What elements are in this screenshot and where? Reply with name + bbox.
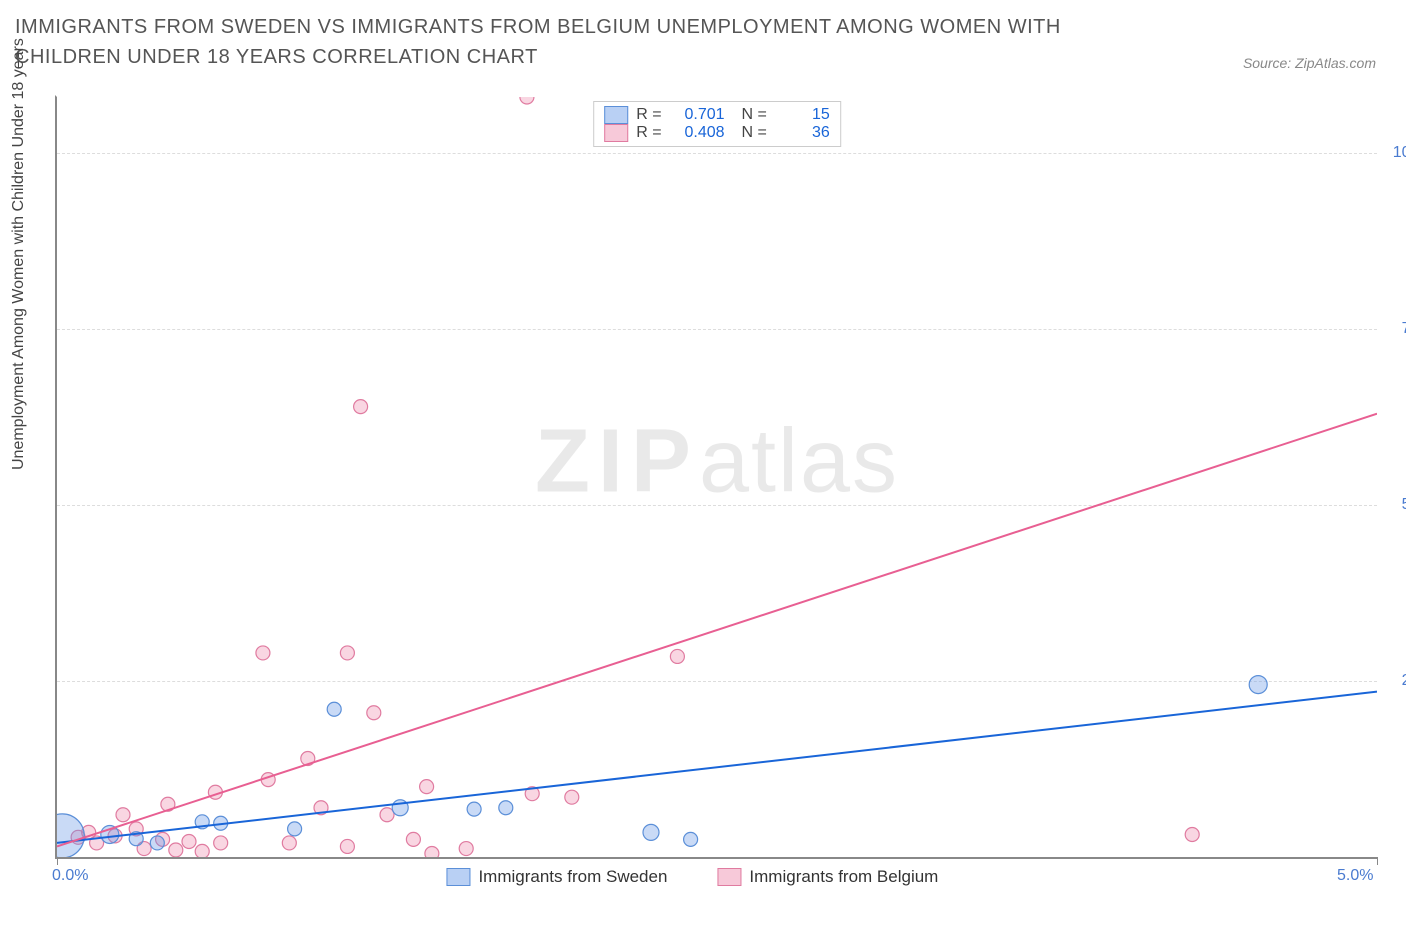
trend-line	[57, 692, 1377, 843]
legend-N-label: N =	[733, 124, 767, 142]
legend-swatch-belgium-icon	[717, 868, 741, 886]
data-point	[565, 790, 579, 804]
data-point	[1185, 827, 1199, 841]
correlation-legend: R = 0.701 N = 15 R = 0.408 N = 36	[593, 101, 841, 147]
legend-N-belgium: 36	[775, 124, 830, 142]
ytick-label: 100.0%	[1387, 144, 1406, 162]
legend-swatch-belgium	[604, 124, 628, 142]
data-point	[467, 802, 481, 816]
data-point	[340, 839, 354, 853]
data-point	[499, 801, 513, 815]
data-point	[169, 843, 183, 857]
legend-label-belgium: Immigrants from Belgium	[749, 867, 938, 887]
data-point	[425, 846, 439, 857]
legend-N-sweden: 15	[775, 106, 830, 124]
trend-line	[57, 414, 1377, 847]
data-point	[340, 646, 354, 660]
data-point	[367, 706, 381, 720]
legend-R-label: R =	[636, 106, 661, 124]
y-axis-label: Unemployment Among Women with Children U…	[10, 38, 28, 470]
xtick-mark	[1377, 857, 1378, 865]
data-point	[214, 836, 228, 850]
data-point	[327, 702, 341, 716]
data-point	[256, 646, 270, 660]
plot-area: ZIPatlas R = 0.701 N = 15 R = 0.408 N = …	[55, 95, 1377, 859]
chart-title: IMMIGRANTS FROM SWEDEN VS IMMIGRANTS FRO…	[15, 12, 1065, 72]
data-point	[282, 836, 296, 850]
data-point	[643, 824, 659, 840]
legend-R-sweden: 0.701	[670, 106, 725, 124]
ytick-label: 25.0%	[1387, 672, 1406, 690]
legend-label-sweden: Immigrants from Sweden	[478, 867, 667, 887]
data-point	[195, 844, 209, 857]
data-point	[520, 97, 534, 104]
legend-item-belgium: Immigrants from Belgium	[717, 867, 938, 887]
legend-row-belgium: R = 0.408 N = 36	[604, 124, 830, 142]
xtick-label: 5.0%	[1337, 867, 1373, 885]
data-point	[150, 836, 164, 850]
data-point	[406, 832, 420, 846]
legend-item-sweden: Immigrants from Sweden	[446, 867, 667, 887]
data-point	[684, 832, 698, 846]
legend-swatch-sweden-icon	[446, 868, 470, 886]
data-point	[459, 842, 473, 856]
ytick-label: 50.0%	[1387, 496, 1406, 514]
source-attribution: Source: ZipAtlas.com	[1243, 55, 1376, 71]
legend-N-label: N =	[733, 106, 767, 124]
legend-swatch-sweden	[604, 106, 628, 124]
data-point	[288, 822, 302, 836]
chart-container: IMMIGRANTS FROM SWEDEN VS IMMIGRANTS FRO…	[0, 0, 1406, 930]
legend-R-belgium: 0.408	[670, 124, 725, 142]
data-point	[1249, 676, 1267, 694]
legend-R-label: R =	[636, 124, 661, 142]
series-legend: Immigrants from Sweden Immigrants from B…	[446, 867, 938, 887]
data-point	[116, 808, 130, 822]
data-point	[182, 835, 196, 849]
xtick-label: 0.0%	[52, 867, 88, 885]
data-point	[57, 814, 84, 857]
chart-svg	[57, 97, 1377, 857]
data-point	[354, 400, 368, 414]
ytick-label: 75.0%	[1387, 320, 1406, 338]
data-point	[670, 649, 684, 663]
legend-row-sweden: R = 0.701 N = 15	[604, 106, 830, 124]
xtick-mark	[57, 857, 58, 865]
data-point	[420, 780, 434, 794]
